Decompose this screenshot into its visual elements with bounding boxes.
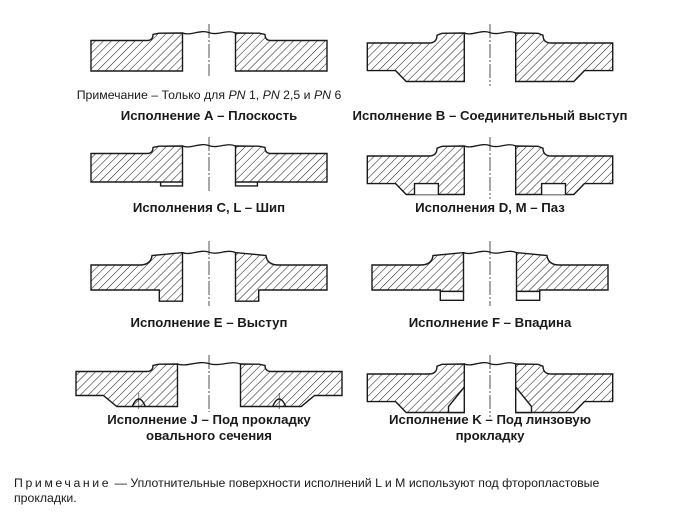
svg-text:Примечание – Только для PN 1,: Примечание – Только для PN 1, PN 2,5 и P… <box>77 88 342 102</box>
svg-text:Исполнения C, L – Шип: Исполнения C, L – Шип <box>133 200 285 215</box>
svg-text:овального сечения: овального сечения <box>146 428 272 443</box>
svg-text:Исполнения D, M – Паз: Исполнения D, M – Паз <box>415 200 565 215</box>
svg-text:Исполнение K – Под линзовую: Исполнение K – Под линзовую <box>389 412 591 427</box>
svg-text:Исполнение В – Соединительный: Исполнение В – Соединительный выступ <box>353 108 628 123</box>
svg-text:прокладку: прокладку <box>456 428 526 443</box>
svg-text:Исполнение А – Плоскость: Исполнение А – Плоскость <box>121 108 298 123</box>
svg-text:Исполнение J – Под прокладку: Исполнение J – Под прокладку <box>107 412 311 427</box>
svg-text:Исполнение F – Впадина: Исполнение F – Впадина <box>409 315 572 330</box>
svg-text:Исполнение E – Выступ: Исполнение E – Выступ <box>131 315 288 330</box>
